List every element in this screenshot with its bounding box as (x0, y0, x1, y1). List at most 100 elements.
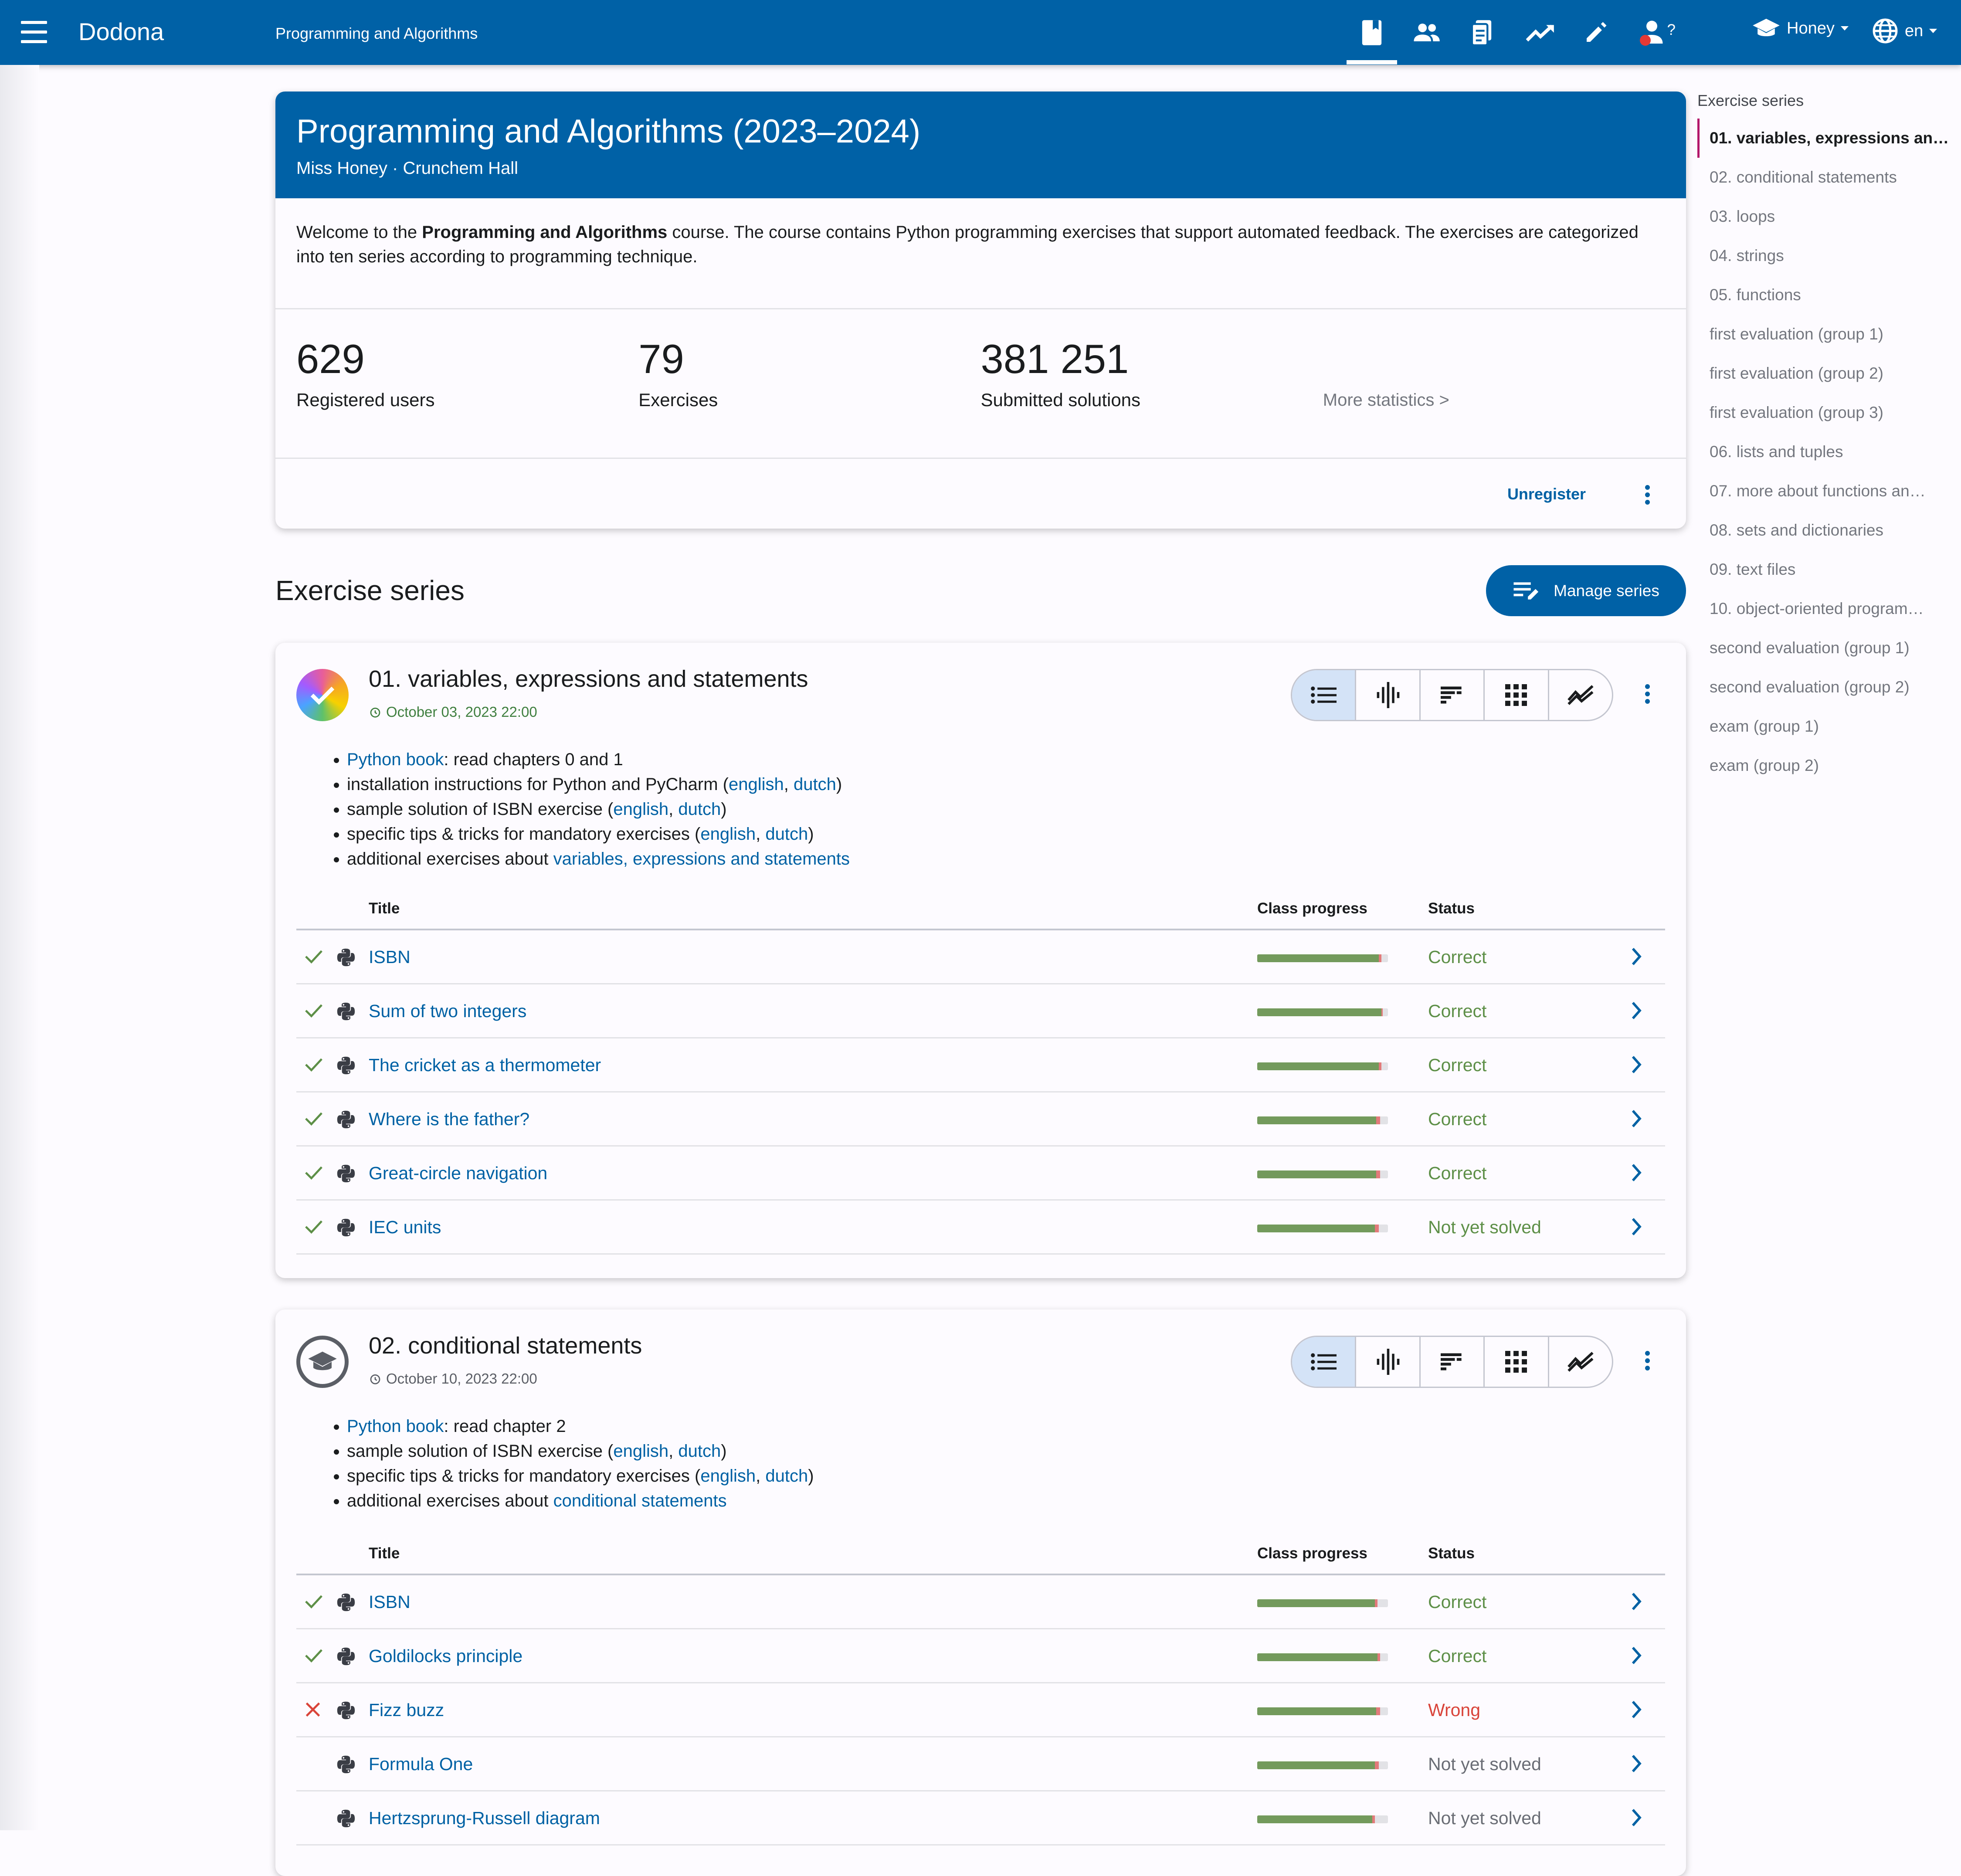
dutch-link[interactable]: dutch (765, 1466, 808, 1486)
line-chart-view-icon[interactable] (1549, 670, 1612, 720)
exercise-title[interactable]: ISBN (369, 947, 411, 967)
document-icon[interactable] (1466, 17, 1497, 48)
toc-item[interactable]: first evaluation (group 1) (1710, 325, 1883, 343)
toc-item[interactable]: 08. sets and dictionaries (1710, 521, 1884, 539)
english-link[interactable]: english (700, 824, 756, 844)
table-row[interactable]: IEC units Not yet solved (296, 1201, 1665, 1255)
chevron-right-icon[interactable] (1630, 1109, 1643, 1133)
dutch-link[interactable]: dutch (765, 824, 808, 844)
chevron-right-icon[interactable] (1630, 1646, 1643, 1669)
more-statistics-link[interactable]: More statistics > (1323, 390, 1449, 410)
table-row[interactable]: Formula One Not yet solved (296, 1737, 1665, 1791)
exercise-title[interactable]: Formula One (369, 1754, 473, 1774)
grid-view-icon[interactable] (1485, 670, 1549, 720)
toc-item[interactable]: second evaluation (group 2) (1710, 678, 1910, 696)
toc-item[interactable]: 04. strings (1710, 247, 1784, 265)
chevron-right-icon[interactable] (1630, 947, 1643, 970)
check-icon (304, 1056, 323, 1078)
chevron-right-icon[interactable] (1630, 1163, 1643, 1187)
table-row[interactable]: Where is the father? Correct (296, 1092, 1665, 1147)
series-title[interactable]: 01. variables, expressions and statement… (369, 666, 808, 692)
python-book-link[interactable]: Python book (347, 1417, 444, 1436)
manage-series-button[interactable]: Manage series (1486, 565, 1686, 616)
exercise-title[interactable]: IEC units (369, 1217, 441, 1237)
table-row[interactable]: Goldilocks principle Correct (296, 1629, 1665, 1683)
check-icon (304, 1647, 323, 1669)
dutch-link[interactable]: dutch (793, 775, 836, 794)
toc-item[interactable]: 10. object-oriented program… (1710, 600, 1924, 617)
timeline-view-icon[interactable] (1356, 1337, 1421, 1387)
additional-exercises-link[interactable]: conditional statements (553, 1491, 727, 1510)
exercise-title[interactable]: Great-circle navigation (369, 1163, 548, 1183)
table-row[interactable]: ISBN Correct (296, 1575, 1665, 1629)
english-link[interactable]: english (613, 1442, 669, 1461)
table-row[interactable]: Sum of two integers Correct (296, 984, 1665, 1038)
toc-item[interactable]: 02. conditional statements (1710, 168, 1897, 186)
bar-chart-view-icon[interactable] (1421, 670, 1485, 720)
chevron-right-icon[interactable] (1630, 1700, 1643, 1723)
list-view-icon[interactable] (1292, 1337, 1357, 1387)
toc-item[interactable]: 03. loops (1710, 207, 1775, 225)
bar-chart-view-icon[interactable] (1421, 1337, 1485, 1387)
table-row[interactable]: ISBN Correct (296, 930, 1665, 984)
table-row[interactable]: Fizz buzz Wrong (296, 1683, 1665, 1737)
series-description: Python book: read chapter 2 sample solut… (332, 1414, 814, 1513)
chevron-right-icon[interactable] (1630, 1055, 1643, 1079)
more-vert-icon[interactable] (1644, 1351, 1650, 1373)
series-title[interactable]: 02. conditional statements (369, 1333, 642, 1359)
toc-item[interactable]: 05. functions (1710, 286, 1801, 304)
table-row[interactable]: The cricket as a thermometer Correct (296, 1038, 1665, 1092)
book-icon[interactable] (1347, 17, 1397, 64)
chevron-right-icon[interactable] (1630, 1001, 1643, 1025)
list-view-icon[interactable] (1292, 670, 1357, 720)
pencil-icon[interactable] (1581, 17, 1611, 48)
exercise-title[interactable]: ISBN (369, 1592, 411, 1612)
language-menu[interactable]: en (1872, 17, 1937, 44)
chevron-right-icon[interactable] (1630, 1217, 1643, 1241)
class-progress-bar (1257, 1653, 1388, 1661)
exercise-title[interactable]: Goldilocks principle (369, 1646, 523, 1666)
trending-icon[interactable] (1525, 17, 1556, 48)
more-vert-icon[interactable] (1644, 485, 1650, 507)
toc-item[interactable]: second evaluation (group 1) (1710, 639, 1910, 657)
english-link[interactable]: english (613, 800, 669, 819)
dutch-link[interactable]: dutch (678, 1442, 721, 1461)
toc-item[interactable]: 01. variables, expressions an… (1697, 119, 1950, 158)
table-row[interactable]: Hertzsprung-Russell diagram Not yet solve… (296, 1791, 1665, 1845)
exercise-title[interactable]: Sum of two integers (369, 1001, 527, 1021)
english-link[interactable]: english (700, 1466, 756, 1486)
dutch-link[interactable]: dutch (678, 800, 721, 819)
list-text: sample solution of ISBN exercise ( (347, 800, 614, 819)
toc-item[interactable]: 09. text files (1710, 560, 1796, 578)
question-person-icon[interactable]: ? (1635, 17, 1679, 48)
toc-item[interactable]: first evaluation (group 3) (1710, 404, 1883, 421)
people-icon[interactable] (1411, 17, 1442, 48)
chevron-right-icon[interactable] (1630, 1592, 1643, 1615)
more-vert-icon[interactable] (1644, 684, 1650, 706)
class-progress-bar (1257, 1761, 1388, 1769)
exercise-title[interactable]: Where is the father? (369, 1109, 530, 1129)
chevron-right-icon[interactable] (1630, 1808, 1643, 1832)
additional-exercises-link[interactable]: variables, expressions and statements (553, 849, 850, 868)
exercise-title[interactable]: Fizz buzz (369, 1700, 444, 1720)
toc-item[interactable]: exam (group 1) (1710, 717, 1819, 735)
toc-item[interactable]: exam (group 2) (1710, 757, 1819, 774)
user-menu[interactable]: Honey (1752, 17, 1849, 39)
unregister-button[interactable]: Unregister (1507, 485, 1586, 503)
english-link[interactable]: english (728, 775, 784, 794)
timeline-view-icon[interactable] (1356, 670, 1421, 720)
course-breadcrumb[interactable]: Programming and Algorithms (275, 24, 478, 42)
table-row[interactable]: Great-circle navigation Correct (296, 1147, 1665, 1201)
line-chart-view-icon[interactable] (1549, 1337, 1612, 1387)
chevron-right-icon[interactable] (1630, 1754, 1643, 1778)
toc-item[interactable]: 06. lists and tuples (1710, 443, 1843, 461)
toc-item[interactable]: first evaluation (group 2) (1710, 364, 1883, 382)
exercise-title[interactable]: The cricket as a thermometer (369, 1055, 601, 1075)
python-book-link[interactable]: Python book (347, 750, 444, 769)
progress-wrong (1376, 1707, 1380, 1715)
menu-icon[interactable] (21, 21, 47, 44)
exercise-title[interactable]: Hertzsprung-Russell diagram (369, 1808, 600, 1828)
grid-view-icon[interactable] (1485, 1337, 1549, 1387)
brand-title[interactable]: Dodona (78, 18, 164, 45)
toc-item[interactable]: 07. more about functions an… (1710, 482, 1926, 500)
